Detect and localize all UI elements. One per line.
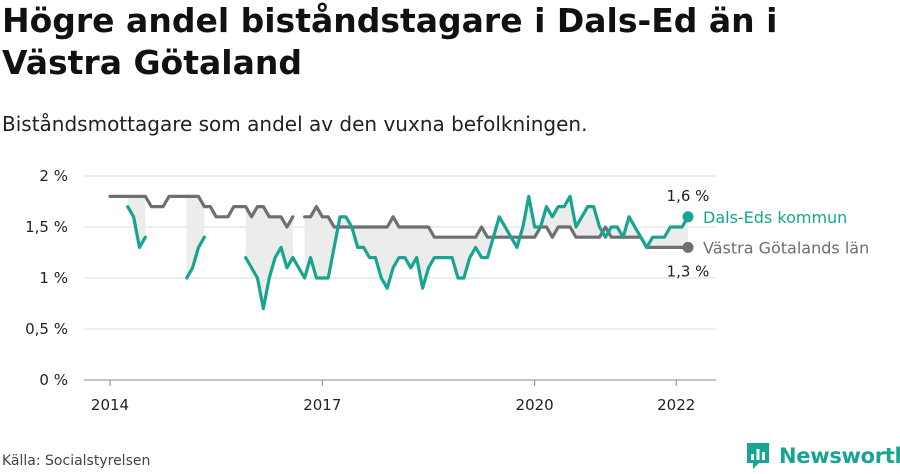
brand-logo: Newsworthy	[745, 441, 900, 471]
chart-title: Högre andel biståndstagare i Dals-Ed än …	[2, 1, 778, 82]
series-end-dot-vg	[682, 241, 694, 253]
y-tick-label: 1,5 %	[25, 218, 68, 236]
y-axis-ticks: 0 % 0,5 % 1 % 1,5 % 2 %	[25, 167, 68, 389]
series-lines	[108, 194, 690, 311]
end-value-vg: 1,3 %	[667, 262, 710, 280]
y-tick-label: 0 %	[39, 371, 68, 389]
y-tick-label: 1 %	[39, 269, 68, 287]
y-tick-label: 2 %	[39, 167, 68, 185]
difference-area	[127, 196, 688, 309]
difference-band	[304, 196, 688, 289]
x-tick-label: 2017	[303, 396, 341, 414]
end-value-dals_ed: 1,6 %	[667, 187, 710, 205]
source-note: Källa: Socialstyrelsen	[2, 453, 151, 469]
newsworthy-logo-icon	[747, 443, 769, 469]
difference-band	[186, 196, 205, 278]
chart-subtitle: Biståndsmottagare som andel av den vuxna…	[2, 112, 588, 136]
line-chart: 0 % 0,5 % 1 % 1,5 % 2 % 2014 2017 2020 2022 Dal…	[25, 167, 870, 414]
difference-band	[127, 196, 146, 248]
series-end-dot-dals_ed	[682, 211, 694, 223]
series-end-labels: Dals-Eds kommun 1,6 % Västra Götalands län…	[667, 187, 870, 281]
difference-band	[245, 206, 293, 309]
y-tick-label: 0,5 %	[25, 320, 68, 338]
gridlines	[84, 175, 716, 381]
x-tick-label: 2014	[91, 396, 129, 414]
legend-label-vg: Västra Götalands län	[703, 238, 869, 257]
x-tick-label: 2022	[657, 396, 695, 414]
legend-label-dals_ed: Dals-Eds kommun	[703, 208, 847, 227]
series-line-dals_ed	[126, 194, 690, 311]
brand-name: Newsworthy	[779, 444, 900, 468]
x-axis-ticks: 2014 2017 2020 2022	[91, 380, 695, 414]
x-tick-label: 2020	[516, 396, 554, 414]
